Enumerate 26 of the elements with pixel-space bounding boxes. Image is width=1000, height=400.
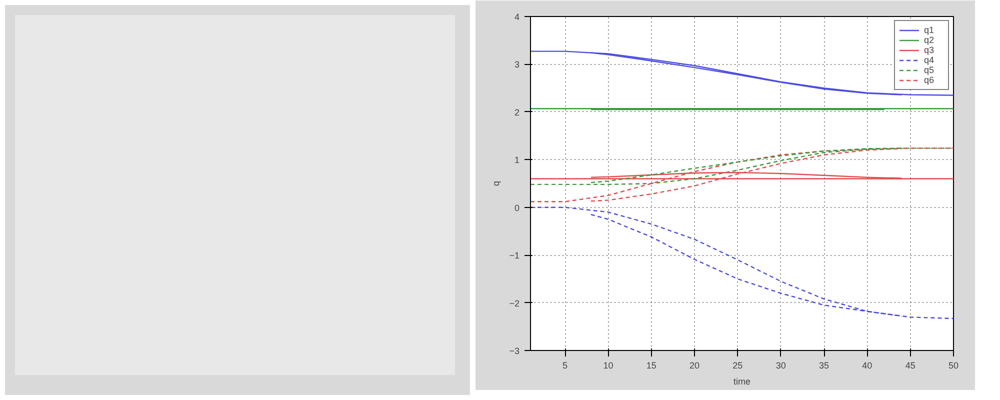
legend-label: q3 — [924, 45, 936, 55]
x-tick-label: 45 — [905, 360, 916, 370]
legend-label: q1 — [924, 25, 936, 35]
y-tick-label: −2 — [509, 298, 520, 308]
x-tick-label: 25 — [732, 360, 743, 370]
x-axis-title: time — [734, 376, 751, 386]
y-tick-label: 0 — [514, 202, 520, 213]
y-axis-title: q — [491, 180, 502, 186]
y-tick-label: 4 — [514, 12, 520, 22]
x-tick-label: 40 — [862, 360, 872, 370]
legend-label: q6 — [924, 75, 936, 85]
x-tick-label: 20 — [690, 360, 700, 370]
y-tick-label: −3 — [509, 346, 520, 356]
x-tick-label: 15 — [646, 360, 656, 370]
y-tick-label: 2 — [514, 107, 520, 118]
y-tick-label: −1 — [509, 250, 520, 261]
legend-label: q5 — [924, 65, 936, 75]
x-tick-label: 30 — [776, 360, 786, 370]
legend-label: q4 — [924, 55, 936, 65]
legend-label: q2 — [924, 35, 936, 45]
x-tick-label: 35 — [819, 360, 830, 370]
x-tick-label: 10 — [603, 360, 614, 370]
y-tick-label: 3 — [514, 60, 520, 70]
x-tick-label: 50 — [948, 360, 959, 370]
x-tick-label: 5 — [562, 360, 568, 370]
y-tick-label: 1 — [514, 155, 520, 166]
